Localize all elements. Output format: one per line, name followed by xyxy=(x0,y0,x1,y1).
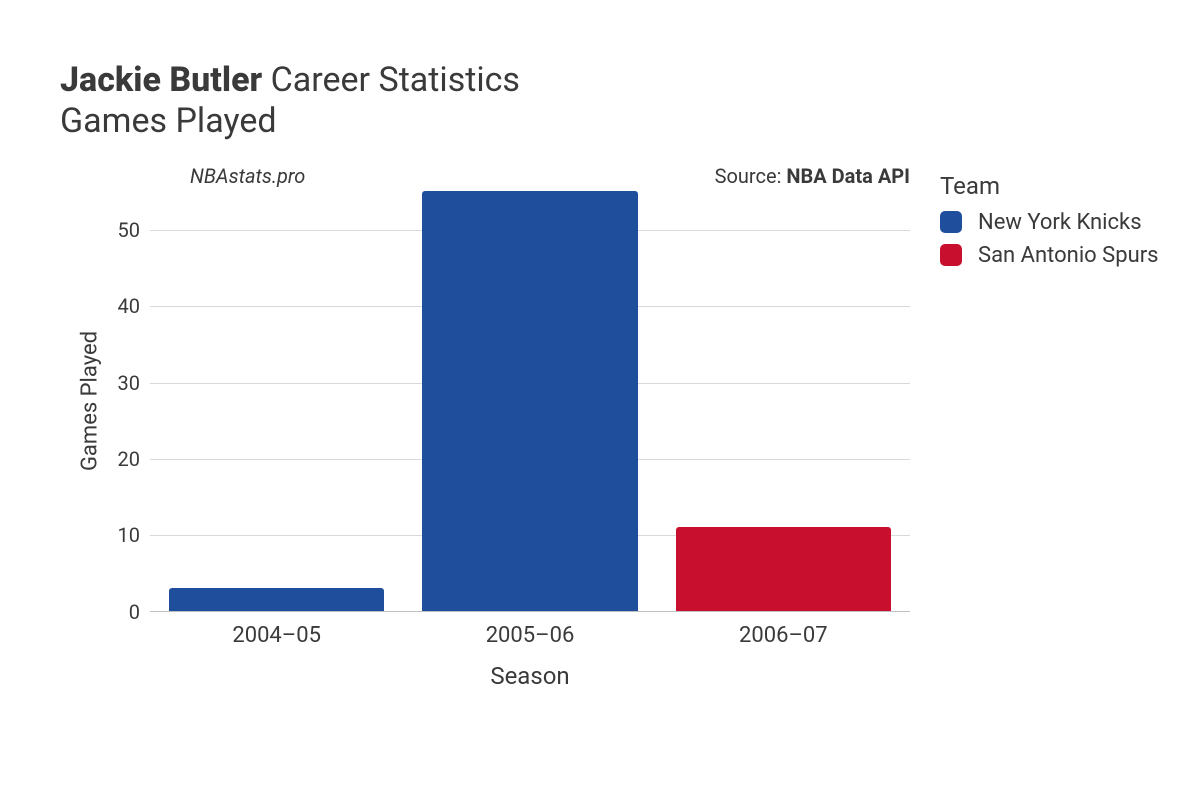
source-prefix: Source: xyxy=(715,164,787,188)
legend-item: San Antonio Spurs xyxy=(940,243,1159,268)
bar xyxy=(422,191,637,611)
legend-label: San Antonio Spurs xyxy=(978,243,1159,268)
y-tick-label: 30 xyxy=(118,371,150,395)
bar xyxy=(169,588,384,611)
chart-title-block: Jackie Butler Career Statistics Games Pl… xyxy=(60,60,1160,142)
y-tick-label: 20 xyxy=(118,447,150,471)
page-root: Jackie Butler Career Statistics Games Pl… xyxy=(0,0,1200,800)
x-axis-title: Season xyxy=(150,662,910,690)
x-tick-label: 2005–06 xyxy=(486,611,575,648)
source-name: NBA Data API xyxy=(786,164,910,188)
source-label: Source: NBA Data API xyxy=(715,164,910,188)
legend-item: New York Knicks xyxy=(940,210,1159,235)
legend-swatch xyxy=(940,211,962,233)
y-tick-label: 50 xyxy=(118,218,150,242)
chart-title-player-name: Jackie Butler xyxy=(60,60,262,100)
legend-label: New York Knicks xyxy=(978,210,1142,235)
figure-row: Games Played 0 10 20 30 40 50 2004–05 2005–06 20… xyxy=(60,152,1160,690)
x-tick-label: 2006–07 xyxy=(739,611,828,648)
y-tick-label: 0 xyxy=(129,600,150,624)
chart-title-line1: Jackie Butler Career Statistics xyxy=(60,60,1160,101)
bar xyxy=(676,527,891,611)
watermark-label: NBAstats.pro xyxy=(190,164,305,188)
legend-title: Team xyxy=(940,172,1159,200)
plot-area: Games Played 010203040502004–052005–0620… xyxy=(150,192,910,612)
chart-wrap: Games Played 0 10 20 30 40 50 2004–05 2005–06 20… xyxy=(60,152,910,690)
legend-swatch xyxy=(940,244,962,266)
x-tick-label: 2004–05 xyxy=(232,611,321,648)
chart-title-rest: Career Statistics xyxy=(271,60,520,100)
y-tick-label: 40 xyxy=(118,294,150,318)
chart-subtitle: Games Played xyxy=(60,101,1160,142)
y-axis-title: Games Played xyxy=(78,331,103,471)
y-tick-label: 10 xyxy=(118,523,150,547)
legend: Team New York Knicks San Antonio Spurs xyxy=(940,152,1159,276)
